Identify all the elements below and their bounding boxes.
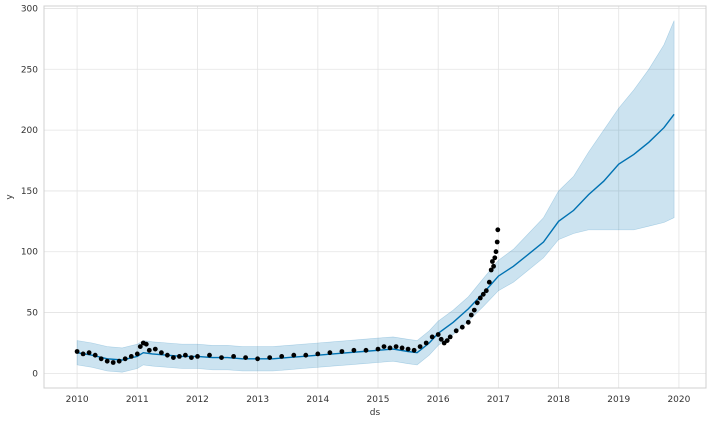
- observed-point: [399, 345, 405, 351]
- observed-point: [279, 354, 285, 359]
- y-tick-label-100: 100: [21, 248, 38, 258]
- y-tick-label-250: 250: [21, 65, 38, 75]
- observed-point: [494, 239, 500, 245]
- observed-point: [116, 358, 122, 364]
- observed-point: [291, 352, 297, 358]
- x-tick-label-2018: 2018: [547, 395, 570, 405]
- observed-point: [471, 307, 477, 313]
- x-tick-label-2014: 2014: [306, 395, 329, 405]
- forecast-yhat-line: [76, 113, 675, 361]
- observed-point: [465, 319, 471, 325]
- observed-point: [488, 267, 494, 273]
- observed-point: [171, 355, 176, 360]
- x-tick-label-2015: 2015: [367, 395, 390, 405]
- y-tick-labels: 0 50 100 150 200 250 300: [21, 4, 38, 379]
- observed-point: [493, 249, 499, 255]
- x-tick-label-2012: 2012: [186, 395, 209, 405]
- observed-point: [363, 347, 369, 353]
- observed-point: [137, 344, 143, 349]
- x-tick-label-2011: 2011: [126, 395, 149, 405]
- observed-point: [444, 338, 450, 343]
- x-tick-label-2010: 2010: [66, 395, 89, 405]
- x-tick-labels: 2010 2011 2012 2013 2014 2015 2016 2017 2018 2019…: [66, 395, 691, 405]
- y-tick-label-200: 200: [21, 126, 38, 136]
- observed-point: [243, 355, 249, 360]
- observed-point: [92, 352, 98, 358]
- observed-point: [134, 351, 140, 357]
- grid-lines: [44, 6, 706, 388]
- x-tick-label-2016: 2016: [427, 395, 450, 405]
- observed-point: [435, 332, 441, 337]
- observed-point: [110, 360, 116, 365]
- observed-point: [381, 344, 387, 349]
- y-tick-label-50: 50: [27, 309, 39, 319]
- y-tick-label-0: 0: [32, 369, 38, 379]
- observed-point: [438, 336, 444, 342]
- observed-point: [411, 347, 417, 353]
- observed-point: [219, 355, 224, 360]
- x-tick-label-2013: 2013: [246, 395, 269, 405]
- observed-point: [183, 352, 188, 358]
- uncertainty-band: [76, 20, 675, 373]
- observed-point: [468, 312, 474, 318]
- observed-point: [453, 328, 459, 334]
- observed-point: [195, 354, 200, 359]
- observed-point: [447, 334, 453, 340]
- observed-point: [483, 288, 489, 294]
- observed-point: [231, 354, 237, 359]
- y-tick-label-300: 300: [21, 4, 38, 14]
- observed-point: [480, 291, 486, 297]
- observed-point: [429, 334, 435, 340]
- observed-point: [423, 340, 429, 346]
- observed-point: [492, 255, 498, 261]
- observed-points: [74, 227, 501, 365]
- observed-point: [491, 263, 496, 269]
- x-tick-label-2019: 2019: [607, 395, 630, 405]
- y-axis-title: y: [5, 194, 15, 200]
- observed-point: [490, 259, 495, 264]
- observed-point: [104, 358, 110, 364]
- observed-point: [486, 279, 492, 285]
- observed-point: [98, 356, 104, 362]
- observed-point: [339, 349, 345, 354]
- observed-point: [128, 354, 134, 359]
- observed-point: [122, 356, 128, 362]
- observed-point: [303, 352, 309, 358]
- observed-point: [177, 354, 182, 359]
- observed-point: [474, 300, 480, 306]
- observed-point: [267, 355, 273, 360]
- forecast-line: [76, 113, 675, 361]
- observed-point: [207, 352, 212, 358]
- observed-point: [477, 295, 483, 301]
- observed-point: [315, 351, 321, 357]
- observed-point: [459, 324, 465, 330]
- observed-point: [189, 355, 194, 360]
- x-axis-title: ds: [370, 408, 381, 418]
- observed-point: [152, 346, 158, 352]
- uncertainty-interval-area: [76, 20, 675, 373]
- x-tick-label-2017: 2017: [487, 395, 510, 405]
- observed-point: [86, 350, 92, 356]
- observed-point: [143, 341, 149, 347]
- observed-point: [351, 347, 357, 353]
- observed-point: [405, 346, 411, 352]
- observed-point: [327, 350, 333, 356]
- x-tick-label-2020: 2020: [667, 395, 690, 405]
- observed-point: [255, 356, 260, 362]
- y-tick-label-150: 150: [21, 187, 38, 197]
- observed-point: [417, 344, 423, 349]
- observed-point: [393, 344, 399, 349]
- observed-point: [159, 350, 164, 356]
- observed-point: [74, 349, 80, 354]
- observed-point: [80, 351, 86, 357]
- observed-point: [387, 345, 393, 351]
- observed-point: [165, 352, 170, 358]
- plot-frame: [43, 5, 707, 389]
- observed-point: [375, 346, 381, 352]
- observed-point: [495, 227, 501, 233]
- observed-point: [146, 347, 152, 353]
